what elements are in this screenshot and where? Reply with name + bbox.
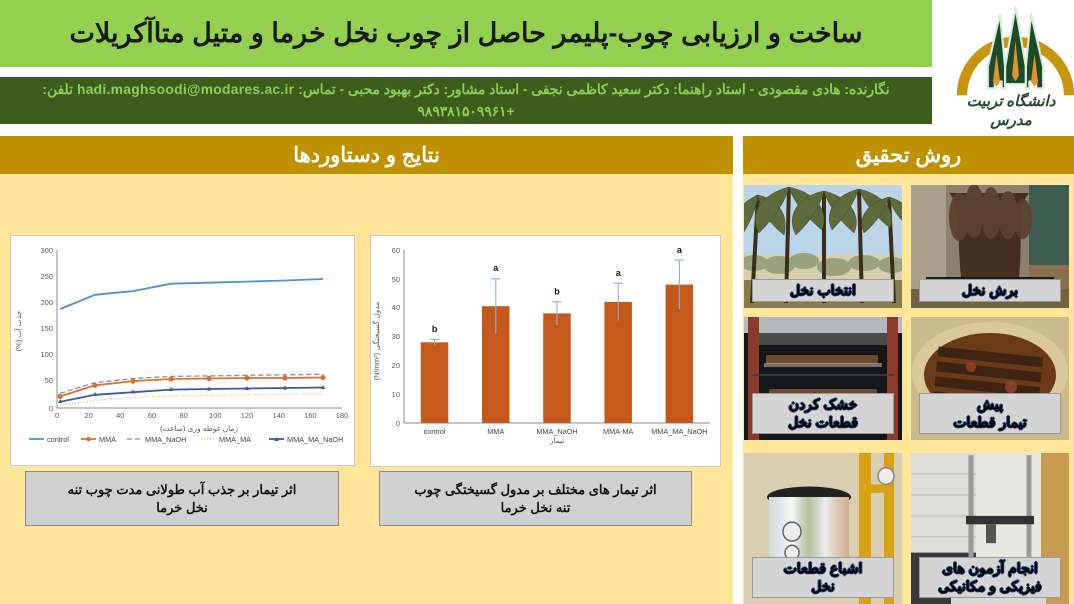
svg-text:20: 20 [392, 361, 400, 370]
svg-text:0: 0 [49, 404, 53, 413]
svg-text:MMA_MA_NaOH: MMA_MA_NaOH [651, 427, 707, 436]
svg-text:MMA_MA: MMA_MA [219, 435, 251, 444]
svg-text:20: 20 [85, 411, 93, 420]
svg-text:MMA: MMA [487, 427, 504, 436]
svg-text:MMA: MMA [99, 435, 116, 444]
svg-text:a: a [677, 245, 683, 255]
svg-text:MMA-MA: MMA-MA [603, 427, 634, 436]
svg-text:تیمار: تیمار [549, 436, 565, 445]
svg-text:MMA_MA_NaOH: MMA_MA_NaOH [287, 435, 343, 444]
svg-text:40: 40 [392, 303, 400, 312]
svg-text:120: 120 [241, 411, 254, 420]
svg-text:60: 60 [148, 411, 156, 420]
svg-text:40: 40 [116, 411, 124, 420]
svg-text:MMA_NaOH: MMA_NaOH [145, 435, 186, 444]
svg-text:a: a [493, 263, 499, 273]
svg-text:150: 150 [40, 324, 53, 333]
svg-text:180: 180 [336, 411, 349, 420]
svg-text:a: a [616, 268, 622, 278]
svg-text:200: 200 [40, 298, 53, 307]
svg-text:100: 100 [40, 350, 53, 359]
svg-text:MMA_NaOH: MMA_NaOH [536, 427, 577, 436]
svg-text:250: 250 [40, 272, 53, 281]
svg-text:control: control [47, 435, 69, 444]
svg-text:10: 10 [392, 390, 400, 399]
svg-text:300: 300 [40, 246, 53, 255]
svg-text:0: 0 [396, 419, 400, 428]
svg-text:140: 140 [272, 411, 285, 420]
svg-text:100: 100 [209, 411, 222, 420]
svg-text:60: 60 [392, 246, 400, 255]
svg-text:(N/mm²) مدول گسیختگی: (N/mm²) مدول گسیختگی [371, 302, 381, 381]
svg-text:control: control [424, 427, 446, 436]
svg-text:(ساعت) زمان غوطه وری: (ساعت) زمان غوطه وری [160, 424, 238, 433]
svg-text:(%) جذب آب: (%) جذب آب [13, 310, 23, 351]
svg-text:80: 80 [180, 411, 188, 420]
svg-text:30: 30 [392, 332, 400, 341]
svg-text:50: 50 [45, 376, 53, 385]
svg-text:b: b [554, 287, 560, 297]
svg-text:50: 50 [392, 275, 400, 284]
svg-text:160: 160 [304, 411, 317, 420]
svg-text:0: 0 [55, 411, 59, 420]
svg-text:b: b [432, 324, 438, 334]
